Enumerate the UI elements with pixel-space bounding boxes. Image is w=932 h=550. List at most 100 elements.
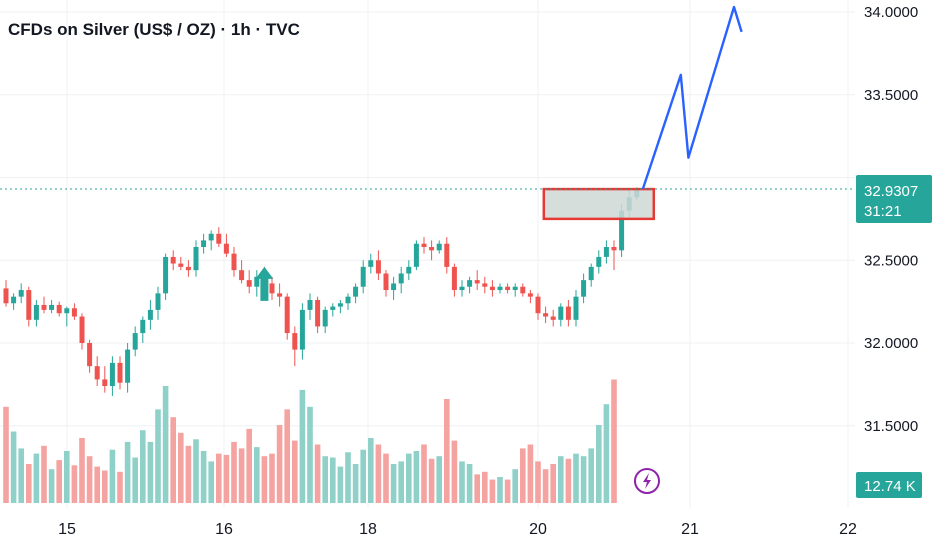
candle-body — [451, 266, 457, 291]
candle-body — [299, 309, 305, 350]
volume-bar — [520, 448, 526, 503]
volume-bar — [64, 451, 70, 503]
candle-body — [132, 333, 138, 350]
candle-body — [611, 247, 617, 251]
candle-body — [147, 309, 153, 320]
volume-bar — [383, 453, 389, 503]
candle-body — [391, 283, 397, 291]
volume-bar — [147, 441, 154, 503]
candle-body — [520, 286, 526, 294]
candle-body — [436, 243, 442, 251]
candle-body — [216, 233, 222, 244]
volume-bar — [573, 453, 579, 503]
resistance-zone-box — [542, 187, 656, 221]
candle-body — [489, 286, 495, 291]
candle-body — [193, 247, 199, 271]
candle-body — [87, 343, 93, 367]
time-tick-label: 16 — [215, 521, 233, 538]
volume-bar — [71, 465, 78, 503]
last-price-value: 32.9307 — [864, 183, 918, 200]
volume-bar — [535, 461, 541, 503]
volume-bar — [360, 449, 366, 503]
lightning-icon — [643, 473, 651, 489]
volume-bar — [26, 464, 32, 503]
time-tick-label: 22 — [839, 521, 857, 538]
candle-body — [26, 290, 32, 320]
price-axis: 34.0000 33.5000 32.5000 32.0000 31.5000 — [855, 0, 932, 550]
candle-body — [277, 293, 283, 297]
volume-bar — [596, 425, 602, 503]
volume-bars — [3, 379, 617, 503]
up-arrow-icon — [255, 266, 274, 301]
volume-bar — [155, 409, 161, 503]
candle-body — [109, 362, 115, 387]
price-tick-label: 32.5000 — [864, 252, 918, 269]
volume-bar — [489, 479, 496, 503]
last-price-countdown: 31:21 — [864, 203, 902, 220]
volume-bar — [459, 461, 465, 503]
volume-bar — [330, 457, 336, 503]
volume-bar — [314, 444, 321, 503]
last-price-badge: 32.9307 31:21 12.74 K — [856, 174, 932, 498]
candle-body — [565, 306, 571, 320]
candle-body — [223, 243, 229, 254]
volume-bar — [56, 460, 62, 503]
candle-body — [353, 286, 359, 297]
volume-bar — [117, 471, 123, 503]
time-axis: 15 16 18 20 21 22 — [0, 508, 932, 550]
candle-body — [201, 240, 207, 248]
volume-bar — [504, 479, 511, 503]
candle-body — [505, 286, 511, 291]
volume-bar — [345, 452, 351, 503]
candle-body — [79, 316, 85, 343]
volume-bar — [299, 389, 306, 503]
volume-bar — [390, 464, 397, 503]
volume-bar — [482, 471, 488, 503]
volume-bar — [178, 432, 184, 503]
volume-bar — [238, 448, 245, 503]
candle-body — [588, 266, 594, 281]
volume-bar — [444, 399, 450, 503]
volume-bar — [216, 453, 222, 503]
candle-body — [345, 296, 351, 304]
volume-bar — [79, 438, 85, 503]
volume-bar — [337, 466, 344, 503]
volume-bar — [398, 461, 404, 503]
candle-body — [307, 299, 313, 310]
volume-bar — [292, 440, 298, 503]
volume-bar — [10, 431, 17, 503]
volume-bar — [200, 451, 207, 503]
volume-bar — [611, 379, 617, 503]
volume-bar — [94, 466, 100, 503]
candle-body — [596, 256, 602, 267]
price-axis-bg — [855, 0, 932, 550]
volume-bar — [322, 456, 328, 503]
candle-body — [33, 304, 39, 320]
candle-body — [603, 247, 609, 257]
volume-bar — [18, 448, 24, 503]
candle-body — [140, 319, 146, 334]
time-tick-label: 15 — [58, 521, 76, 538]
candle-body — [429, 247, 435, 251]
time-tick-label: 20 — [529, 521, 547, 538]
volume-bar — [474, 474, 480, 503]
candle-body — [71, 308, 77, 317]
candle-body — [102, 379, 108, 387]
candle-body — [94, 366, 100, 380]
volume-bar — [140, 430, 146, 503]
candle-body — [170, 256, 176, 264]
candle-body — [322, 309, 328, 327]
volume-bar — [580, 456, 587, 503]
volume-bar — [558, 456, 564, 503]
candle-body — [368, 260, 374, 267]
candle-body — [398, 273, 404, 284]
candle-body — [375, 260, 381, 274]
candle-body — [474, 280, 480, 284]
time-tick-label: 21 — [681, 521, 699, 538]
volume-bar — [352, 464, 359, 503]
candle-body — [155, 293, 161, 310]
candle-body — [163, 256, 169, 294]
volume-bar — [246, 428, 252, 503]
candle-body — [239, 270, 245, 281]
